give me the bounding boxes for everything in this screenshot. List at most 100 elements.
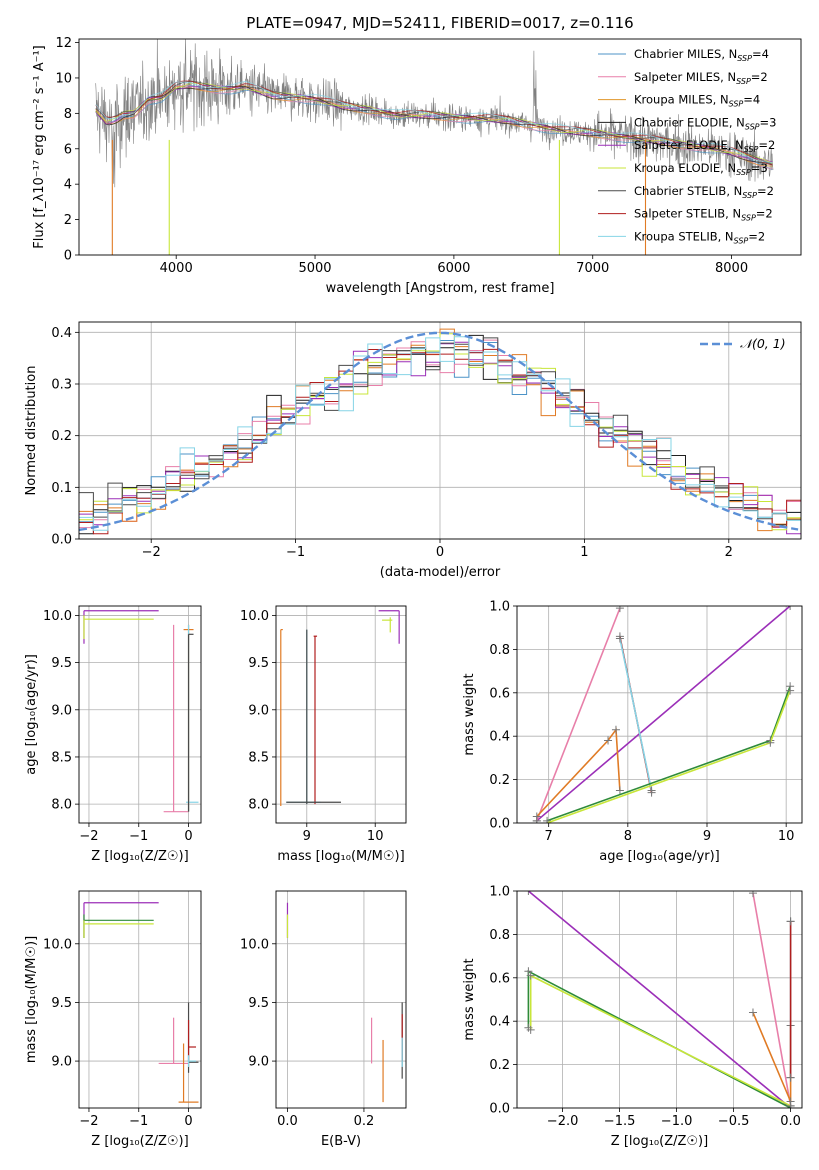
y-tick-label: 12 — [55, 36, 72, 51]
weight-marker — [748, 891, 757, 898]
axes-frame — [516, 890, 803, 1109]
model-fit-chabrier_elodie — [95, 85, 773, 164]
y-tick-label: 0.0 — [51, 533, 72, 548]
y-axis-label: age [log₁₀(age/yr)] — [24, 654, 39, 775]
weight-marker — [647, 786, 656, 795]
x-tick-label: 9 — [703, 829, 711, 844]
y-tick-label: 2 — [64, 213, 72, 228]
y-tick-label: 0.2 — [489, 1058, 510, 1073]
plot-area — [276, 891, 406, 1108]
weight-marker — [604, 736, 613, 745]
legend-entry-label: Salpeter ELODIE, NSSP=2 — [634, 138, 775, 154]
y-tick-label: 0.6 — [489, 971, 510, 986]
spectrum-legend: Chabrier MILES, NSSP=4 Salpeter MILES, NS… — [598, 47, 776, 245]
y-tick-label: 0.4 — [489, 730, 510, 745]
x-tick-label: −2 — [79, 829, 98, 844]
plot-area — [276, 606, 406, 823]
x-tick-label: 0.2 — [354, 1114, 375, 1129]
y-tick-label: 8.5 — [248, 750, 269, 765]
x-tick-label: 10 — [367, 829, 384, 844]
x-tick-label: 9 — [303, 829, 311, 844]
x-axis-label: E(B-V) — [321, 1134, 361, 1149]
axes-frame — [78, 890, 202, 1109]
legend-entry-label: Salpeter MILES, NSSP=2 — [634, 70, 768, 86]
x-tick-label: 2 — [725, 545, 733, 560]
panel-weight_vs_Z: −2.0 −1.5 −1.0 −0.5 0.0 0.0 0.2 0.4 0.6 0.8 1.0 Z [… — [462, 885, 803, 1149]
x-tick-label: 0 — [184, 829, 192, 844]
weight-marker — [786, 686, 795, 695]
x-axis-label: Z [log₁₀(Z/Z☉)] — [611, 1134, 708, 1149]
x-tick-label: 8 — [624, 829, 632, 844]
weight-marker — [611, 725, 620, 734]
model-fit-salpeter_elodie — [95, 85, 773, 163]
panel-mass_vs_EBV: 0.0 0.2 9.0 9.5 10.0 E(B-V) — [240, 890, 407, 1149]
y-tick-label: 0.3 — [51, 378, 72, 393]
panel-age_vs_mass: 9 10 8.0 8.5 9.0 9.5 10.0 mass [log₁₀(M/M☉)] — [240, 605, 407, 864]
y-tick-label: 9.5 — [51, 656, 72, 671]
y-tick-label: 0.8 — [489, 928, 510, 943]
panel-spectrum: 4000 5000 6000 7000 8000 0 2 4 6 8 10 12 wavelength … — [32, 36, 802, 296]
y-tick-label: 8 — [64, 107, 72, 122]
x-axis-label: wavelength [Angstrom, rest frame] — [326, 281, 555, 296]
weight-marker — [615, 606, 624, 613]
legend-entry-label: Chabrier MILES, NSSP=4 — [634, 47, 769, 63]
x-axis-label: mass [log₁₀(M/M☉)] — [277, 849, 404, 864]
y-tick-label: 0.0 — [489, 1102, 510, 1117]
x-tick-label: −1.5 — [604, 1114, 636, 1129]
y-tick-label: 0 — [64, 249, 72, 264]
weight-marker — [615, 634, 624, 643]
weight-marker — [526, 1025, 535, 1034]
y-tick-label: 8.5 — [51, 750, 72, 765]
figure-title: PLATE=0947, MJD=52411, FIBERID=0017, z=0… — [246, 14, 633, 32]
y-tick-label: 0.1 — [51, 481, 72, 496]
x-tick-label: 8000 — [715, 261, 748, 276]
y-tick-label: 10.0 — [43, 609, 72, 624]
y-tick-label: 0.6 — [489, 686, 510, 701]
plot-area — [79, 891, 201, 1108]
weight-series-salpeter_elodie — [536, 606, 791, 822]
y-axis-label: Normed distribution — [24, 366, 39, 496]
y-tick-label: 0.0 — [489, 817, 510, 832]
weight-series-orange_fit — [536, 727, 621, 818]
legend-entry-label: Salpeter STELIB, NSSP=2 — [634, 207, 773, 223]
y-tick-label: 6 — [64, 142, 72, 157]
y-tick-label: 0.4 — [51, 326, 72, 341]
y-tick-label: 10 — [55, 71, 72, 86]
weight-marker — [532, 812, 541, 821]
axes-frame — [78, 38, 802, 256]
legend-entry-label: Kroupa ELODIE, NSSP=3 — [634, 161, 768, 177]
legend-entry-label: Chabrier STELIB, NSSP=2 — [634, 184, 774, 200]
residual-legend: 𝒩(0, 1) — [700, 336, 786, 351]
y-tick-label: 9.0 — [51, 703, 72, 718]
gaussian-reference-curve — [79, 331, 799, 532]
x-tick-label: 6000 — [437, 261, 470, 276]
axes-frame — [275, 890, 407, 1109]
weight-marker — [526, 971, 535, 980]
weight-series-age_weight_green — [546, 686, 791, 822]
y-tick-label: 0.2 — [51, 429, 72, 444]
x-tick-label: 0.0 — [277, 1114, 298, 1129]
x-tick-label: −1 — [129, 829, 148, 844]
panel-weight_vs_age: 7 8 9 10 0.0 0.2 0.4 0.6 0.8 1.0 age [log₁₀(age/yr… — [462, 600, 803, 864]
x-axis-label: (data-model)/error — [380, 565, 501, 580]
model-fit-kroupa_stelib — [95, 80, 773, 163]
y-tick-label: 4 — [64, 178, 72, 193]
plot-area — [517, 891, 802, 1108]
weight-marker — [748, 1008, 757, 1017]
y-tick-label: 0.2 — [489, 773, 510, 788]
weight-series-kroupa_elodie — [546, 690, 791, 823]
x-tick-label: −1.0 — [661, 1114, 693, 1129]
x-tick-label: 7000 — [576, 261, 609, 276]
x-tick-label: −1 — [286, 545, 305, 560]
legend-entry-label: Chabrier ELODIE, NSSP=3 — [634, 115, 776, 131]
panel-mass_vs_Z: −2 −1 0 9.0 9.5 10.0 Z [log₁₀(Z/Z☉)] mass [log₁… — [24, 890, 202, 1149]
x-tick-label: 0.0 — [780, 1114, 801, 1129]
x-tick-label: −0.5 — [718, 1114, 750, 1129]
x-axis-label: Z [log₁₀(Z/Z☉)] — [91, 1134, 188, 1149]
legend-entry-label: Kroupa STELIB, NSSP=2 — [634, 229, 765, 245]
y-axis-label: mass weight — [462, 673, 477, 755]
weight-series-salpeter_miles — [752, 893, 792, 1106]
y-tick-label: 10.0 — [240, 937, 269, 952]
y-tick-label: 1.0 — [489, 885, 510, 900]
